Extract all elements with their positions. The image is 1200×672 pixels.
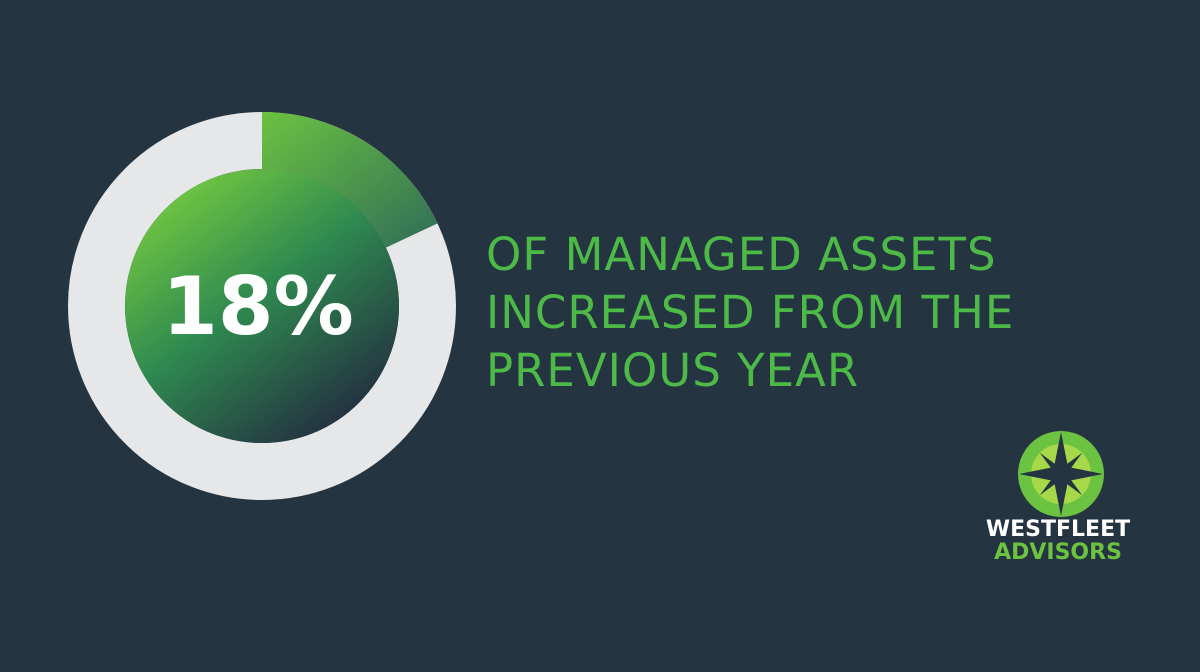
logo-text: ADVISORS [994,540,1122,565]
annotation-line: PREVIOUS YEAR [486,344,859,397]
donut-segment [262,112,438,248]
inner-disc [125,169,399,443]
logo: WESTFLEET ADVISORS [986,431,1130,565]
annotation-line: INCREASED FROM THE [486,286,1014,339]
annotation-line: OF MANAGED ASSETS [486,228,997,281]
logo-text: WESTFLEET [986,517,1130,542]
logo-star-diag [1039,452,1083,496]
value-label: 18% [162,260,353,353]
